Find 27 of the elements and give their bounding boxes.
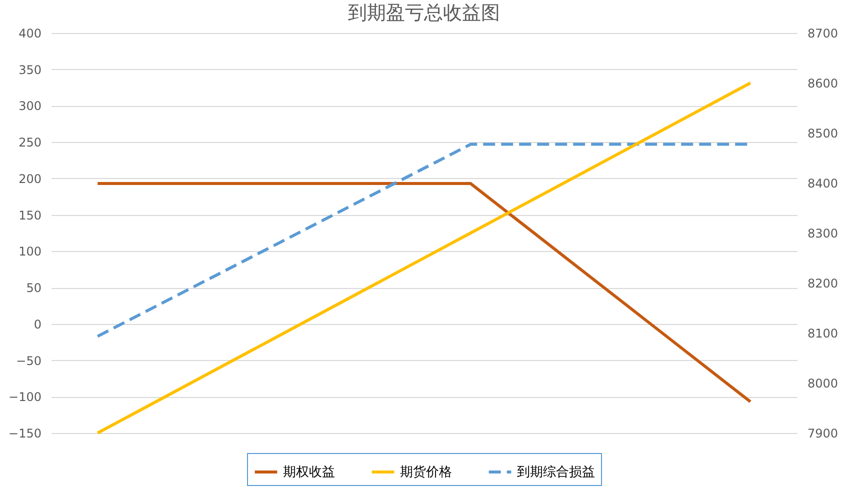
- line-series: [96, 82, 752, 434]
- y-tick-label: 0: [34, 317, 42, 332]
- y2-tick-label: 8000: [808, 376, 838, 390]
- legend-label: 期权收益: [283, 465, 335, 480]
- y-tick-label: 350: [18, 62, 42, 77]
- y-tick-label: 150: [18, 208, 42, 222]
- y2-tick-label: 8100: [808, 326, 838, 340]
- legend-label: 期货价格: [400, 465, 452, 480]
- y2-tick-label: 8300: [808, 226, 838, 240]
- chart-title: 到期盈亏总收益图: [348, 2, 500, 24]
- y-tick-label: 50: [26, 281, 42, 296]
- y-tick-label: −50: [16, 354, 42, 368]
- y-tick-label: −150: [8, 426, 42, 440]
- y-tick-label: 300: [18, 99, 42, 114]
- y2-tick-label: 8600: [808, 76, 838, 90]
- y-tick-label: 100: [18, 244, 42, 259]
- y2-tick-label: 8200: [808, 276, 838, 290]
- y2-tick-label: 7900: [808, 426, 838, 440]
- y-tick-label: 200: [18, 172, 42, 186]
- legend-label: 到期综合损益: [517, 465, 595, 480]
- y-tick-label: −100: [8, 390, 42, 404]
- y-tick-label: 400: [18, 26, 42, 40]
- y2-tick-label: 8500: [808, 126, 838, 140]
- line-series: [96, 182, 752, 404]
- y2-tick-label: 8400: [808, 176, 838, 190]
- y-tick-label: 250: [18, 136, 42, 150]
- y2-tick-label: 8700: [808, 26, 838, 40]
